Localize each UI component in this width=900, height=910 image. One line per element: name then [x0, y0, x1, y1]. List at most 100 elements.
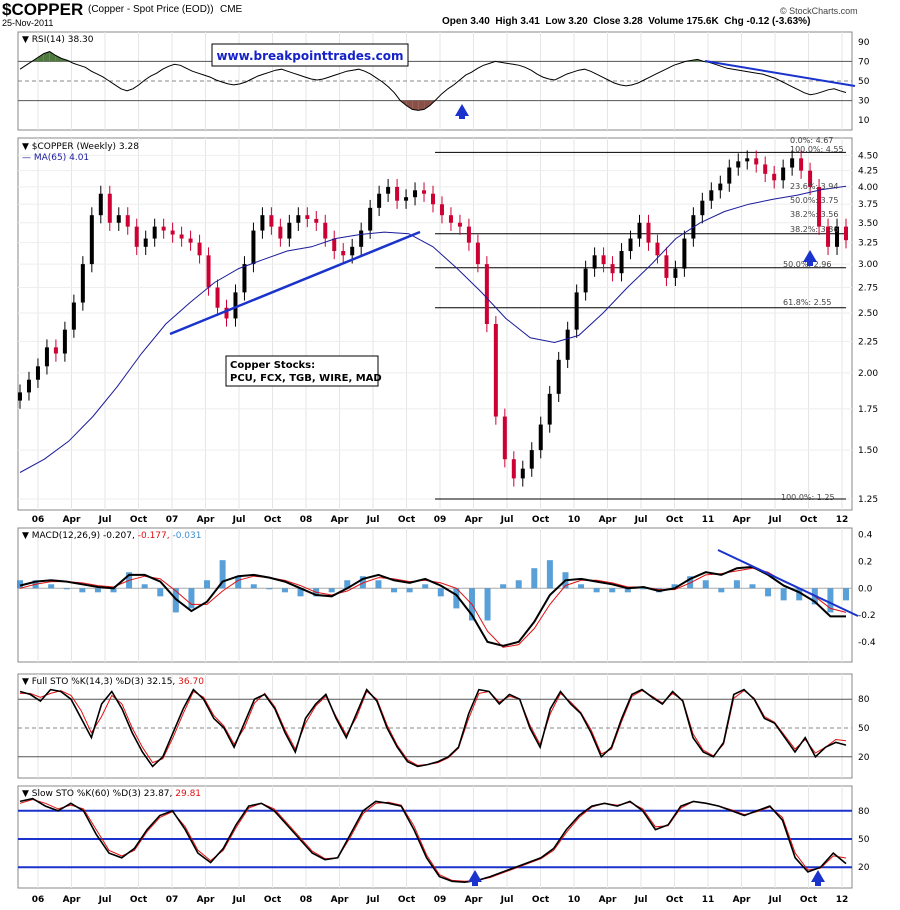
macd-tick-label: -0.2 — [858, 611, 876, 621]
price-tick-label: 2.50 — [858, 309, 878, 319]
slow-sto-tick-label: 80 — [858, 807, 870, 817]
macd-histogram-bar — [266, 588, 273, 590]
slow-sto-up-arrow-icon — [811, 870, 825, 886]
macd-tick-label: 0.0 — [858, 584, 873, 594]
price-bar-body — [511, 459, 516, 479]
full-sto-tick-label: 80 — [858, 695, 870, 705]
x-tick-label: 09 — [434, 895, 447, 905]
price-bar-body — [439, 204, 444, 216]
ma-65-line — [19, 185, 847, 473]
slow-sto-tick-label: 20 — [858, 863, 870, 873]
x-tick-label: Oct — [532, 895, 550, 905]
macd-histogram-bar — [702, 580, 709, 589]
macd-histogram-bar — [63, 588, 70, 590]
x-tick-label: Oct — [800, 895, 818, 905]
macd-histogram-bar — [546, 560, 553, 589]
price-bar-body — [62, 329, 67, 354]
open-label: Open — [442, 16, 468, 27]
macd-histogram-bar — [48, 584, 55, 589]
macd-histogram-bar — [110, 588, 117, 593]
low-label: Low — [545, 16, 566, 27]
price-bar-body — [170, 230, 175, 235]
macd-tick-label: 0.2 — [858, 558, 872, 568]
macd-histogram-bar — [204, 580, 211, 589]
price-bar-body — [700, 200, 705, 216]
price-bar-body — [188, 238, 193, 243]
macd-histogram-bar — [281, 588, 288, 593]
rsi-oversold-fill — [412, 100, 419, 111]
price-bar-body — [709, 190, 714, 201]
x-tick-label: Jul — [232, 895, 246, 905]
x-tick-label: Jul — [500, 895, 514, 905]
full-sto-tick-label: 50 — [858, 724, 870, 734]
price-tick-label: 4.50 — [858, 151, 878, 161]
price-bar-body — [484, 264, 489, 324]
x-tick-label: Oct — [130, 895, 148, 905]
x-tick-label: Apr — [465, 895, 483, 905]
macd-histogram-bar — [796, 588, 803, 601]
macd-downtrend-line — [717, 549, 859, 617]
price-bar-body — [457, 222, 462, 227]
price-tick-label: 1.75 — [858, 405, 878, 415]
price-bar-body — [601, 255, 606, 265]
high-value: 3.41 — [520, 16, 540, 27]
price-tick-label: 4.25 — [858, 167, 878, 177]
price-tick-label: 3.00 — [858, 260, 878, 270]
copper-stocks-title: Copper Stocks: — [230, 360, 315, 371]
price-bar-body — [502, 416, 507, 460]
macd-histogram-bar — [235, 576, 242, 589]
x-tick-label: Jul — [366, 895, 380, 905]
price-bar-body — [727, 167, 732, 184]
x-tick-label: 09 — [434, 515, 447, 525]
fib-label: 38.2%: 3.36 — [790, 225, 838, 234]
url-box-text: www.breakpointtrades.com — [216, 49, 403, 63]
macd-histogram-bar — [733, 580, 740, 589]
macd-tick-label: 0.4 — [858, 531, 873, 541]
price-bar-body — [808, 170, 813, 187]
price-bar-body — [835, 226, 840, 247]
price-bar-body — [269, 215, 274, 227]
copper-stocks-box — [225, 355, 379, 387]
price-bar-body — [556, 359, 561, 394]
x-tick-label: Oct — [666, 515, 684, 525]
price-bar-body — [781, 167, 786, 181]
price-bar-body — [664, 255, 669, 278]
price-bar-body — [844, 226, 848, 241]
price-bar-body — [314, 218, 319, 223]
x-tick-label: Apr — [197, 895, 215, 905]
symbol-title: $COPPER — [2, 0, 84, 19]
macd-line — [19, 565, 846, 647]
price-bar-body — [233, 292, 238, 319]
price-bar-body — [359, 230, 364, 247]
price-bar-body — [26, 379, 31, 393]
x-tick-label: Jul — [634, 895, 648, 905]
rsi-tick-label: 90 — [858, 38, 870, 48]
price-bar-body — [574, 292, 579, 330]
copper-stocks-list: PCU, FCX, TGB, WIRE, MAD — [230, 373, 382, 384]
x-tick-label: Jul — [768, 895, 782, 905]
price-bar-body — [332, 238, 337, 252]
macd-histogram-bar — [687, 576, 694, 589]
price-bar-body — [583, 268, 588, 293]
slow-sto-legend: ▼ Slow STO %K(60) %D(3) 23.87, 29.81 — [22, 789, 201, 799]
price-bar-body — [610, 264, 615, 274]
url-box[interactable] — [211, 43, 409, 67]
watermark[interactable]: © StockCharts.com — [780, 6, 858, 16]
price-bar-body — [799, 158, 804, 171]
price-bar-body — [224, 307, 229, 319]
x-tick-label: Oct — [398, 515, 416, 525]
price-tick-label: 3.50 — [858, 219, 878, 229]
price-tick-label: 2.75 — [858, 283, 878, 293]
price-bar-body — [18, 392, 22, 401]
rsi-oversold-fill — [406, 100, 413, 110]
price-bar-body — [520, 468, 525, 479]
price-bar-body — [592, 255, 597, 269]
macd-histogram-bar — [406, 588, 413, 593]
price-bar-body — [718, 183, 723, 191]
x-tick-label: Apr — [331, 515, 349, 525]
exchange-label: CME — [220, 4, 243, 15]
price-bar-body — [323, 222, 328, 239]
macd-histogram-bar — [375, 580, 382, 589]
price-tick-label: 1.25 — [858, 495, 878, 505]
